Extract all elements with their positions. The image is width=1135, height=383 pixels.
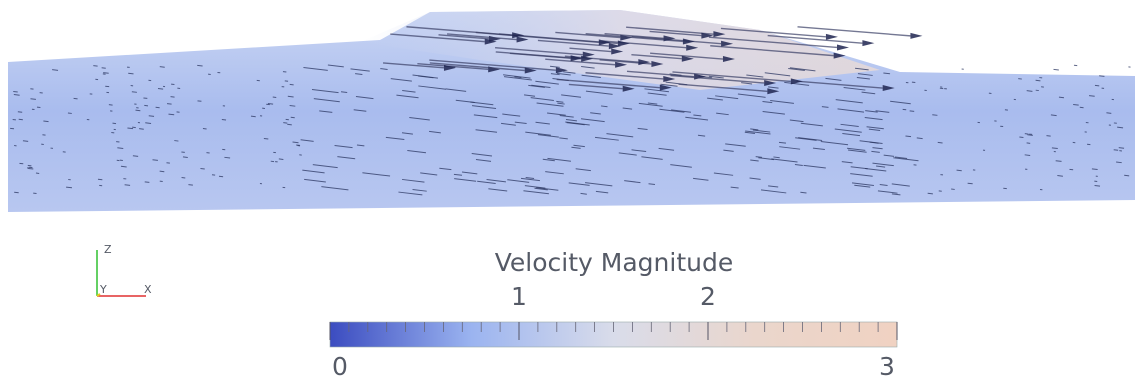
arrow bbox=[293, 142, 299, 143]
arrow bbox=[183, 157, 188, 158]
arrow bbox=[200, 168, 204, 169]
arrow bbox=[1092, 169, 1098, 170]
arrow bbox=[133, 156, 138, 157]
arrow bbox=[1089, 96, 1095, 97]
arrow bbox=[145, 123, 151, 124]
arrow bbox=[188, 185, 192, 186]
arrow-head bbox=[862, 40, 874, 46]
arrow bbox=[13, 91, 17, 92]
arrow bbox=[153, 160, 158, 161]
arrow bbox=[98, 179, 102, 180]
arrow bbox=[1056, 161, 1062, 162]
arrow bbox=[905, 136, 911, 137]
arrow bbox=[168, 114, 174, 115]
arrow bbox=[1095, 85, 1099, 86]
arrow bbox=[66, 187, 72, 188]
arrow bbox=[1025, 155, 1030, 156]
tick-label: 3 bbox=[879, 352, 895, 381]
arrow bbox=[28, 168, 33, 169]
arrow bbox=[135, 110, 140, 111]
arrow bbox=[139, 129, 144, 130]
arrow bbox=[103, 73, 109, 74]
axes-triad: Z X Y bbox=[97, 243, 152, 296]
arrow bbox=[1027, 135, 1032, 136]
x-label: X bbox=[144, 283, 152, 296]
arrow bbox=[125, 185, 130, 186]
arrow bbox=[222, 120, 226, 121]
arrow bbox=[19, 119, 23, 120]
arrow bbox=[1114, 150, 1118, 151]
arrow bbox=[928, 193, 933, 194]
arrow bbox=[957, 170, 962, 171]
arrow bbox=[968, 183, 973, 184]
arrow bbox=[1046, 136, 1050, 137]
arrow bbox=[910, 111, 915, 112]
arrow bbox=[43, 121, 48, 122]
arrow bbox=[1027, 91, 1033, 92]
arrow bbox=[1095, 185, 1100, 186]
tick-label: 2 bbox=[700, 282, 716, 311]
arrow bbox=[160, 67, 165, 68]
arrow bbox=[14, 192, 18, 193]
colorbar-title: Velocity Magnitude bbox=[495, 248, 733, 277]
arrow bbox=[1052, 148, 1058, 149]
arrow bbox=[23, 141, 28, 142]
arrow bbox=[1036, 80, 1041, 81]
arrow bbox=[132, 92, 137, 93]
arrow bbox=[1054, 69, 1059, 70]
arrow bbox=[1073, 104, 1079, 105]
tick-label: 1 bbox=[511, 282, 527, 311]
arrow bbox=[117, 148, 123, 149]
y-label: Y bbox=[99, 283, 107, 296]
arrow bbox=[1124, 175, 1129, 176]
arrow bbox=[52, 70, 58, 71]
arrow bbox=[279, 159, 284, 160]
arrow bbox=[1116, 162, 1122, 163]
arrow bbox=[1119, 148, 1124, 149]
flow-surface bbox=[8, 10, 1135, 212]
arrow bbox=[145, 182, 150, 183]
arrow bbox=[288, 96, 294, 97]
arrow bbox=[93, 66, 97, 67]
arrow bbox=[290, 106, 296, 107]
arrow bbox=[127, 128, 133, 129]
arrow bbox=[798, 27, 911, 36]
arrow bbox=[128, 73, 133, 74]
arrow bbox=[224, 157, 230, 158]
arrow bbox=[1051, 115, 1057, 116]
arrow bbox=[14, 95, 20, 96]
arrow bbox=[167, 104, 172, 105]
render-view: Z X Y Velocity Magnitude 0 1 2 3 bbox=[0, 0, 1135, 383]
arrow-head bbox=[826, 34, 838, 40]
arrow bbox=[149, 116, 154, 117]
arrow bbox=[1059, 97, 1064, 98]
tick-label: 0 bbox=[332, 352, 348, 381]
arrow bbox=[1057, 176, 1063, 177]
arrow bbox=[160, 171, 165, 172]
arrow bbox=[938, 142, 943, 143]
arrow bbox=[1099, 76, 1104, 77]
arrow bbox=[30, 99, 35, 100]
arrow bbox=[264, 139, 268, 140]
arrow bbox=[1106, 113, 1111, 114]
arrow bbox=[158, 89, 163, 90]
z-label: Z bbox=[104, 243, 112, 256]
arrow bbox=[287, 124, 292, 125]
arrow bbox=[917, 138, 923, 139]
color-legend: Velocity Magnitude 0 1 2 3 bbox=[330, 248, 897, 381]
arrow bbox=[197, 65, 202, 66]
arrow-head bbox=[910, 33, 922, 39]
arrow bbox=[1117, 127, 1123, 128]
arrow bbox=[121, 166, 127, 167]
arrow bbox=[251, 116, 256, 117]
arrow-head bbox=[837, 44, 849, 50]
arrow bbox=[18, 112, 22, 113]
arrow bbox=[932, 115, 937, 116]
